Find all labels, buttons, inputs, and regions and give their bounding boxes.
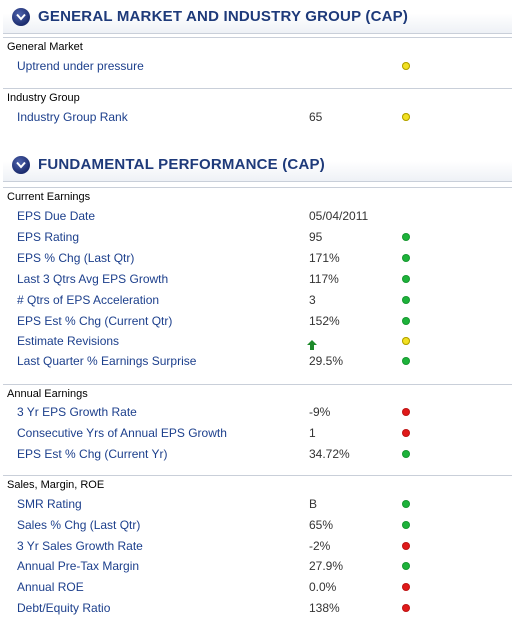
row-market-status: Uptrend under pressure <box>3 56 512 77</box>
up-arrow-icon <box>307 336 317 357</box>
row-label: Last 3 Qtrs Avg EPS Growth <box>17 272 169 286</box>
row-value: B <box>309 497 318 511</box>
row-eps-rating: EPS Rating 95 <box>3 227 512 248</box>
section-header-general-market[interactable]: GENERAL MARKET AND INDUSTRY GROUP (CAP) <box>3 0 512 34</box>
status-yellow-icon <box>402 113 410 121</box>
status-red-icon <box>402 429 410 437</box>
status-green-icon <box>402 562 410 570</box>
row-earnings-surprise: Last Quarter % Earnings Surprise 29.5% <box>3 351 512 372</box>
status-yellow-icon <box>402 62 410 70</box>
row-value: 29.5% <box>309 354 344 368</box>
row-industry-group-rank: Industry Group Rank 65 <box>3 107 512 128</box>
row-value: 1 <box>309 426 316 440</box>
status-green-icon <box>402 254 410 262</box>
row-label: EPS Due Date <box>17 209 96 223</box>
row-label: EPS Rating <box>17 230 80 244</box>
row-value: 65% <box>309 518 334 532</box>
row-eps-est-current-qtr: EPS Est % Chg (Current Qtr) 152% <box>3 311 512 332</box>
row-value: 27.9% <box>309 559 344 573</box>
row-label: Annual ROE <box>17 580 84 594</box>
status-green-icon <box>402 317 410 325</box>
row-label: Estimate Revisions <box>17 334 120 348</box>
section-header-fundamental-performance[interactable]: FUNDAMENTAL PERFORMANCE (CAP) <box>3 148 512 182</box>
row-consecutive-yrs-eps: Consecutive Yrs of Annual EPS Growth 1 <box>3 423 512 444</box>
status-green-icon <box>402 500 410 508</box>
status-green-icon <box>402 296 410 304</box>
row-value: -9% <box>309 405 331 419</box>
status-green-icon <box>402 275 410 283</box>
row-value: 34.72% <box>309 447 350 461</box>
row-qtrs-eps-acceleration: # Qtrs of EPS Acceleration 3 <box>3 290 512 311</box>
row-value: 171% <box>309 251 340 265</box>
section-title: GENERAL MARKET AND INDUSTRY GROUP (CAP) <box>38 8 409 25</box>
status-yellow-icon <box>402 337 410 345</box>
row-value: 152% <box>309 314 340 328</box>
row-label: Annual Pre-Tax Margin <box>17 559 140 573</box>
row-value: 95 <box>309 230 323 244</box>
status-red-icon <box>402 604 410 612</box>
row-value: 0.0% <box>309 580 337 594</box>
row-eps-chg-last-qtr: EPS % Chg (Last Qtr) 171% <box>3 248 512 269</box>
row-value: 3 <box>309 293 316 307</box>
row-pretax-margin: Annual Pre-Tax Margin 27.9% <box>3 556 512 577</box>
section-title: FUNDAMENTAL PERFORMANCE (CAP) <box>38 156 325 173</box>
row-label: Debt/Equity Ratio <box>17 601 111 615</box>
status-red-icon <box>402 408 410 416</box>
row-label: SMR Rating <box>17 497 82 511</box>
row-3yr-eps-growth: 3 Yr EPS Growth Rate -9% <box>3 402 512 423</box>
row-sales-chg-last-qtr: Sales % Chg (Last Qtr) 65% <box>3 515 512 536</box>
row-value: 138% <box>309 601 340 615</box>
group-header-sales-margin-roe: Sales, Margin, ROE <box>3 475 512 494</box>
status-green-icon <box>402 233 410 241</box>
row-label: 3 Yr EPS Growth Rate <box>17 405 137 419</box>
section-general-market: GENERAL MARKET AND INDUSTRY GROUP (CAP) <box>3 0 512 34</box>
row-label: Last Quarter % Earnings Surprise <box>17 354 197 368</box>
row-label: # Qtrs of EPS Acceleration <box>17 293 160 307</box>
row-debt-equity: Debt/Equity Ratio 138% <box>3 598 512 619</box>
row-value: 05/04/2011 <box>309 209 369 223</box>
row-label: EPS Est % Chg (Current Yr) <box>17 447 168 461</box>
row-label: Consecutive Yrs of Annual EPS Growth <box>17 426 227 440</box>
status-red-icon <box>402 583 410 591</box>
section-fundamental-performance: FUNDAMENTAL PERFORMANCE (CAP) <box>3 148 512 182</box>
row-annual-roe: Annual ROE 0.0% <box>3 577 512 598</box>
row-label: 3 Yr Sales Growth Rate <box>17 539 143 553</box>
row-label: EPS Est % Chg (Current Qtr) <box>17 314 173 328</box>
row-eps-due-date: EPS Due Date 05/04/2011 <box>3 206 512 227</box>
row-value: 117% <box>309 272 339 286</box>
row-eps-est-current-yr: EPS Est % Chg (Current Yr) 34.72% <box>3 444 512 465</box>
row-label: Uptrend under pressure <box>17 59 144 73</box>
row-last-3-qtrs-eps: Last 3 Qtrs Avg EPS Growth 117% <box>3 269 512 290</box>
row-value: 65 <box>309 110 323 124</box>
group-header-industry-group: Industry Group <box>3 88 512 107</box>
status-green-icon <box>402 357 410 365</box>
row-smr-rating: SMR Rating B <box>3 494 512 515</box>
status-green-icon <box>402 521 410 529</box>
row-label: EPS % Chg (Last Qtr) <box>17 251 135 265</box>
row-label: Industry Group Rank <box>17 110 128 124</box>
status-red-icon <box>402 542 410 550</box>
status-green-icon <box>402 450 410 458</box>
row-estimate-revisions: Estimate Revisions <box>3 331 512 352</box>
group-header-general-market: General Market <box>3 37 512 56</box>
group-header-current-earnings: Current Earnings <box>3 187 512 206</box>
row-3yr-sales-growth: 3 Yr Sales Growth Rate -2% <box>3 536 512 557</box>
group-header-annual-earnings: Annual Earnings <box>3 384 512 403</box>
row-value: -2% <box>309 539 331 553</box>
chevron-down-icon[interactable] <box>12 8 30 26</box>
row-label: Sales % Chg (Last Qtr) <box>17 518 141 532</box>
chevron-down-icon[interactable] <box>12 156 30 174</box>
